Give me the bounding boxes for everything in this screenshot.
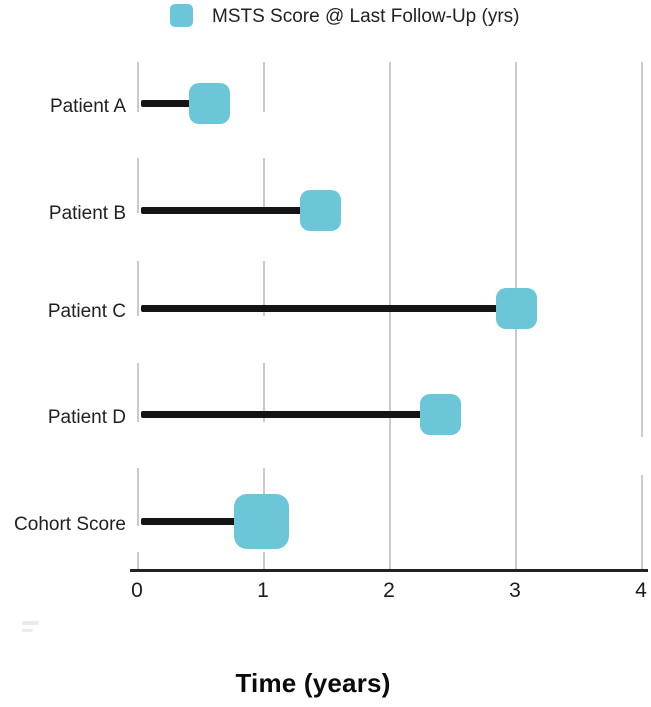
gridline <box>389 62 391 569</box>
gridline <box>137 158 139 213</box>
artifact-smudge <box>22 621 39 625</box>
category-label: Patient D <box>47 407 126 428</box>
x-tick-label: 3 <box>509 579 521 602</box>
gridline <box>137 363 139 422</box>
score-marker <box>300 189 342 231</box>
lollipop-stick <box>141 305 516 312</box>
gridline <box>641 62 643 437</box>
gridline <box>263 158 265 213</box>
gridline <box>641 475 643 569</box>
lollipop-stick <box>141 518 262 525</box>
x-tick-label: 0 <box>131 579 143 602</box>
score-marker <box>233 493 289 549</box>
gridline <box>137 261 139 316</box>
category-label: Patient A <box>49 96 126 117</box>
category-label: Cohort Score <box>14 514 126 535</box>
artifact-smudge <box>22 629 33 632</box>
gridline <box>263 261 265 316</box>
gridline <box>263 363 265 422</box>
category-label: Patient C <box>47 301 126 322</box>
lollipop-stick <box>141 411 441 418</box>
x-tick-label: 4 <box>635 579 647 602</box>
lollipop-stick <box>141 100 210 107</box>
legend-label: MSTS Score @ Last Follow-Up (yrs) <box>212 6 520 27</box>
x-axis-line <box>130 569 648 572</box>
category-label: Patient B <box>48 203 126 224</box>
score-marker <box>189 82 231 124</box>
score-marker <box>419 393 461 435</box>
gridline <box>137 468 139 526</box>
gridline <box>137 62 139 112</box>
x-tick-label: 2 <box>383 579 395 602</box>
lollipop-stick <box>141 207 321 214</box>
gridline <box>263 62 265 112</box>
legend-swatch-icon <box>170 4 193 27</box>
gridline <box>263 552 265 569</box>
x-axis-title: Time (years) <box>235 668 391 698</box>
gridline <box>137 552 139 569</box>
x-tick-label: 1 <box>257 579 269 602</box>
score-marker <box>495 287 537 329</box>
